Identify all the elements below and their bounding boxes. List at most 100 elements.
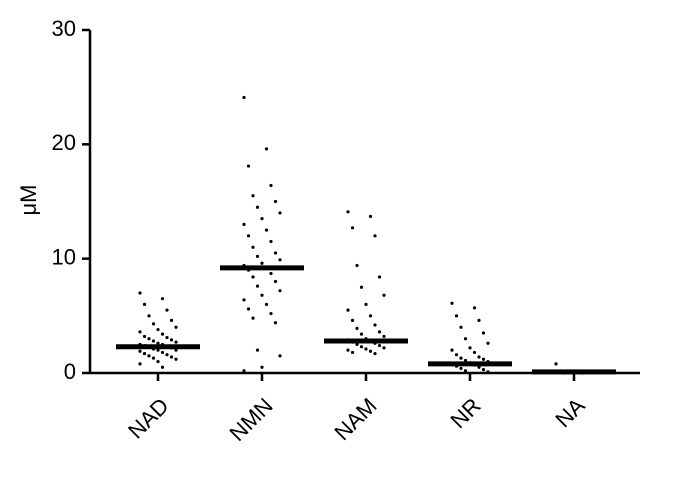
data-point <box>382 346 386 350</box>
data-point <box>151 322 156 326</box>
data-point <box>142 351 147 356</box>
x-tick-label: NAM <box>329 393 381 445</box>
data-point <box>463 337 468 341</box>
data-point <box>174 340 178 344</box>
x-tick-label: NAD <box>123 393 174 444</box>
data-point <box>377 330 382 334</box>
data-point <box>468 346 472 350</box>
data-point <box>459 366 463 371</box>
data-point <box>373 323 377 327</box>
data-point <box>147 354 151 358</box>
data-point <box>260 261 264 265</box>
data-point <box>138 330 142 334</box>
data-point <box>260 293 264 297</box>
data-point <box>269 311 273 316</box>
data-point <box>472 306 477 310</box>
data-point <box>364 347 368 351</box>
data-point <box>251 316 255 320</box>
y-axis-label: μM <box>16 184 41 215</box>
x-tick-label: NA <box>550 393 590 433</box>
data-point <box>355 263 359 268</box>
data-point <box>242 298 246 302</box>
data-point <box>174 348 178 352</box>
data-point <box>377 275 382 279</box>
data-point <box>486 341 490 345</box>
data-point <box>156 341 160 345</box>
data-point <box>355 342 359 347</box>
data-point <box>273 199 278 204</box>
data-point <box>269 239 273 244</box>
data-point <box>246 234 251 238</box>
data-point <box>481 367 486 372</box>
data-point <box>278 258 282 262</box>
data-point <box>142 334 147 339</box>
data-point <box>174 357 178 361</box>
data-point <box>373 351 377 356</box>
data-point <box>368 349 373 353</box>
data-point <box>260 365 264 369</box>
data-point <box>174 325 178 329</box>
y-tick-label: 20 <box>52 130 76 155</box>
data-point <box>454 314 459 318</box>
data-point <box>160 297 165 301</box>
data-point <box>165 335 169 340</box>
data-point <box>463 358 468 363</box>
data-point <box>554 362 558 366</box>
data-point <box>269 271 273 276</box>
data-point <box>364 302 368 306</box>
data-point <box>242 222 246 226</box>
data-point <box>346 308 350 312</box>
data-point <box>382 334 386 339</box>
data-point <box>160 350 165 355</box>
data-point <box>373 234 377 238</box>
y-tick-label: 10 <box>52 244 76 269</box>
data-point <box>273 279 278 284</box>
data-point <box>160 332 165 336</box>
data-point <box>151 356 156 360</box>
data-point <box>459 325 463 329</box>
data-point <box>377 343 382 348</box>
data-point <box>251 194 255 198</box>
data-point <box>165 353 169 357</box>
data-point <box>160 365 165 369</box>
data-point <box>156 327 160 332</box>
data-point <box>472 350 477 355</box>
data-point <box>350 226 355 230</box>
y-tick-label: 0 <box>64 359 76 384</box>
data-point <box>255 348 260 352</box>
data-point <box>459 356 463 360</box>
data-point <box>382 293 386 297</box>
data-point <box>359 285 364 289</box>
data-point <box>251 275 255 279</box>
data-point <box>264 228 269 232</box>
data-point <box>169 318 174 323</box>
data-point <box>151 339 156 343</box>
data-point <box>251 245 255 249</box>
data-point <box>138 349 142 353</box>
data-point <box>138 362 142 366</box>
data-point <box>147 314 151 318</box>
data-point <box>255 205 260 209</box>
x-tick-label: NR <box>445 393 485 433</box>
data-point <box>450 348 454 352</box>
data-point <box>169 355 174 359</box>
data-point <box>481 331 486 335</box>
data-point <box>269 183 273 188</box>
data-point <box>169 338 174 342</box>
data-point <box>246 307 251 311</box>
data-point <box>454 353 459 357</box>
data-point <box>264 147 269 151</box>
data-point <box>346 210 350 214</box>
data-point <box>138 291 142 295</box>
data-point <box>481 357 486 361</box>
data-point <box>368 214 373 218</box>
data-point <box>477 318 481 323</box>
x-tick-label: NMN <box>225 393 278 446</box>
data-point <box>255 284 260 288</box>
data-point <box>278 354 282 358</box>
data-point <box>242 95 246 100</box>
data-point <box>355 326 359 331</box>
data-point <box>156 348 160 352</box>
data-point <box>165 308 169 312</box>
data-point <box>346 348 350 352</box>
